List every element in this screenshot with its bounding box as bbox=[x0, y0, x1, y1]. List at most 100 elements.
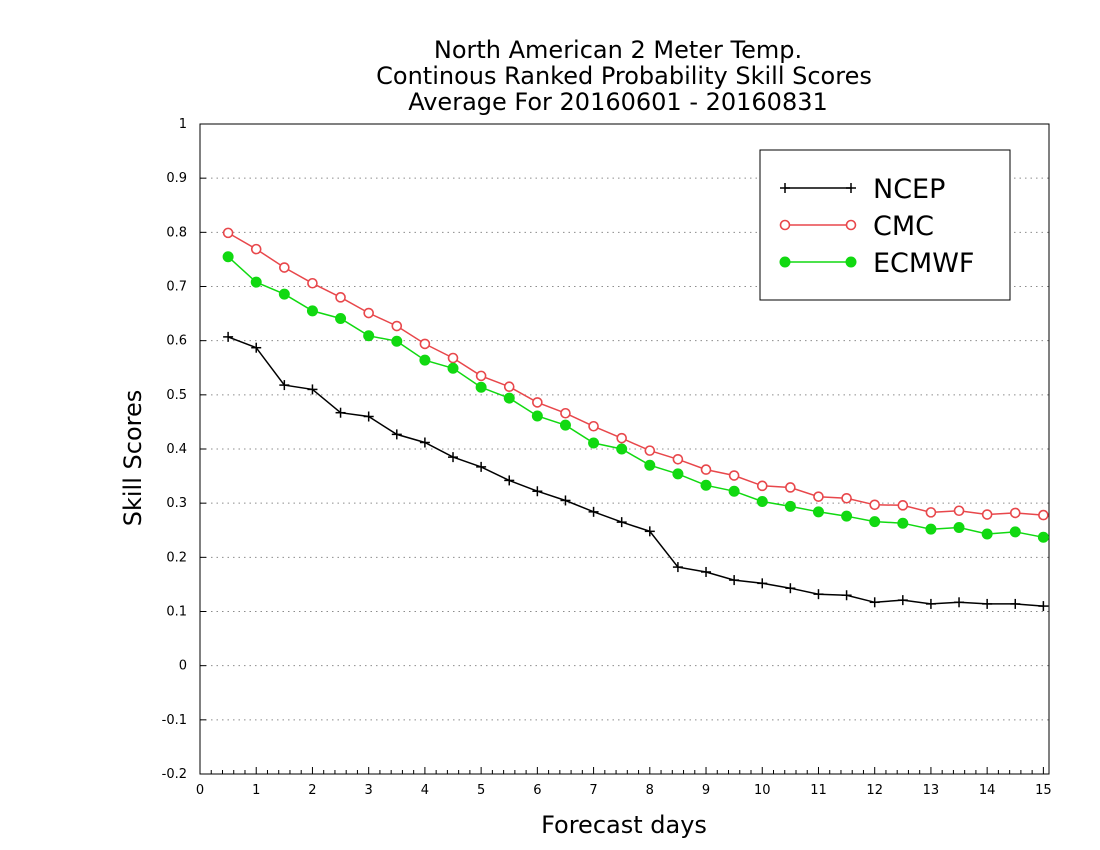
y-tick-label: 0.9 bbox=[166, 171, 187, 186]
ncep-point bbox=[363, 411, 374, 422]
ecmwf-point bbox=[728, 485, 740, 497]
cmc-point bbox=[644, 445, 656, 456]
ncep-point bbox=[307, 384, 318, 395]
y-tick-label: -0.2 bbox=[162, 767, 187, 782]
x-tick-label: 6 bbox=[533, 783, 541, 798]
x-axis-title: Forecast days bbox=[541, 811, 707, 839]
data-series bbox=[222, 227, 1049, 612]
ecmwf-point bbox=[222, 251, 234, 263]
ecmwf-point bbox=[784, 500, 796, 512]
ncep-point bbox=[419, 437, 430, 448]
axes: -0.2-0.100.10.20.30.40.50.60.70.80.910 1 2… bbox=[162, 117, 1052, 798]
y-axis-title: Skill Scores bbox=[119, 390, 147, 527]
y-tick-label: 0.6 bbox=[166, 334, 187, 349]
legend-marker-cmc bbox=[845, 219, 857, 231]
legend-label-ecmwf: ECMWF bbox=[873, 248, 974, 279]
y-tick-label: 0.2 bbox=[166, 550, 187, 565]
legend-item-ecmwf: ECMWF bbox=[779, 248, 974, 279]
ecmwf-point bbox=[1009, 526, 1021, 538]
x-tick-label: 12 bbox=[866, 783, 883, 798]
x-tick-label: 5 bbox=[477, 783, 485, 798]
cmc-point bbox=[1038, 509, 1049, 521]
y-tick-label: 0.1 bbox=[166, 605, 187, 620]
legend-label-cmc: CMC bbox=[873, 211, 934, 242]
legend-marker-ecmwf bbox=[845, 256, 857, 268]
series-ncep bbox=[223, 331, 1049, 612]
cmc-point bbox=[335, 292, 346, 303]
cmc-point bbox=[616, 432, 627, 444]
ecmwf-point bbox=[1037, 531, 1049, 543]
cmc-point bbox=[307, 277, 318, 289]
ecmwf-point bbox=[644, 459, 656, 471]
title-line-2: Continous Ranked Probability Skill Score… bbox=[376, 62, 872, 90]
ecmwf-point bbox=[306, 305, 318, 317]
ncep-point bbox=[251, 342, 262, 353]
ecmwf-point bbox=[531, 410, 543, 422]
cmc-point bbox=[869, 499, 881, 511]
cmc-point bbox=[532, 397, 543, 408]
ncep-point bbox=[532, 486, 543, 497]
ecmwf-point bbox=[756, 496, 768, 508]
ecmwf-point bbox=[869, 516, 881, 528]
cmc-point bbox=[250, 243, 262, 255]
legend: NCEP CMC ECMWF bbox=[759, 149, 1011, 301]
cmc-point bbox=[785, 482, 796, 493]
ncep-point bbox=[729, 575, 740, 586]
ncep-point bbox=[701, 566, 712, 577]
ncep-point bbox=[672, 562, 683, 573]
ecmwf-point bbox=[335, 312, 347, 324]
x-tick-label: 15 bbox=[1035, 783, 1052, 798]
ncep-point bbox=[504, 475, 515, 486]
ecmwf-point bbox=[559, 419, 571, 431]
x-tick-label: 3 bbox=[365, 783, 373, 798]
ncep-point bbox=[560, 495, 571, 506]
y-tick-label: 0.8 bbox=[166, 225, 187, 240]
cmc-point bbox=[728, 470, 740, 481]
ncep-line bbox=[227, 336, 1044, 607]
legend-marker-cmc bbox=[779, 219, 791, 231]
y-tick-label: 0.3 bbox=[166, 496, 187, 511]
ecmwf-point bbox=[363, 330, 375, 342]
ncep-point bbox=[954, 597, 965, 608]
cmc-point bbox=[475, 370, 487, 382]
x-tick-label: 9 bbox=[702, 783, 710, 798]
ncep-point bbox=[335, 407, 346, 418]
x-tick-label: 1 bbox=[252, 783, 260, 798]
ecmwf-point bbox=[616, 443, 628, 455]
ecmwf-point bbox=[391, 335, 403, 347]
cmc-point bbox=[841, 492, 852, 504]
y-tick-label: 1 bbox=[179, 117, 187, 132]
ncep-point bbox=[869, 597, 880, 608]
legend-marker-ncep bbox=[846, 183, 856, 193]
x-tick-label: 11 bbox=[810, 783, 827, 798]
ncep-point bbox=[841, 590, 852, 601]
cmc-point bbox=[588, 420, 599, 432]
x-tick-label: 2 bbox=[308, 783, 316, 798]
ncep-point bbox=[616, 517, 627, 528]
series-cmc bbox=[222, 227, 1049, 521]
ncep-point bbox=[757, 578, 768, 589]
cmc-point bbox=[419, 338, 431, 350]
x-tick-label: 4 bbox=[421, 783, 429, 798]
y-tick-label: 0.4 bbox=[166, 442, 187, 457]
y-tick-label: 0.7 bbox=[166, 280, 187, 295]
cmc-point bbox=[953, 505, 965, 517]
chart-title: North American 2 Meter Temp. Continous R… bbox=[376, 36, 872, 116]
x-tick-label: 14 bbox=[979, 783, 996, 798]
x-tick-label: 10 bbox=[754, 783, 771, 798]
cmc-point bbox=[897, 500, 909, 511]
legend-label-ncep: NCEP bbox=[873, 174, 945, 205]
ncep-point bbox=[897, 595, 908, 606]
cmc-point bbox=[672, 453, 684, 465]
legend-item-ncep: NCEP bbox=[780, 174, 945, 205]
ecmwf-point bbox=[475, 381, 487, 393]
ecmwf-point bbox=[250, 276, 262, 288]
title-line-1: North American 2 Meter Temp. bbox=[434, 36, 802, 64]
ncep-point bbox=[279, 380, 290, 391]
ncep-point bbox=[223, 331, 234, 342]
ecmwf-point bbox=[278, 288, 290, 300]
cmc-point bbox=[279, 262, 290, 273]
ncep-point bbox=[1010, 598, 1021, 609]
x-tick-label: 7 bbox=[589, 783, 597, 798]
